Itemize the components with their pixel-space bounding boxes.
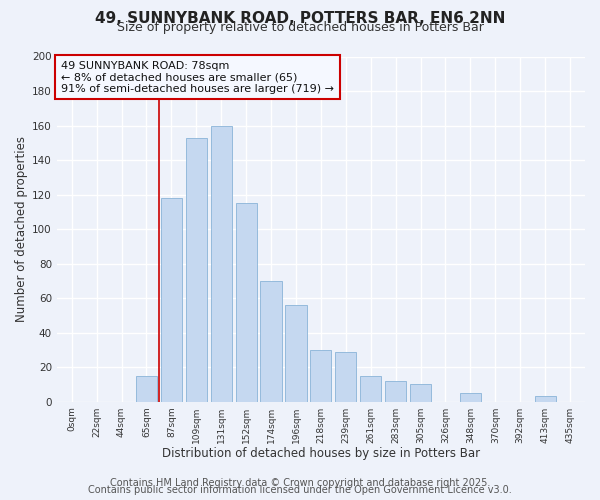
Bar — [460, 393, 481, 402]
Bar — [385, 381, 406, 402]
Text: Contains public sector information licensed under the Open Government Licence v3: Contains public sector information licen… — [88, 485, 512, 495]
Bar — [236, 203, 257, 402]
Bar — [310, 350, 331, 402]
Bar — [335, 352, 356, 402]
Bar — [535, 396, 556, 402]
Bar — [286, 305, 307, 402]
Bar — [360, 376, 382, 402]
Bar — [136, 376, 157, 402]
Bar — [211, 126, 232, 402]
Text: 49, SUNNYBANK ROAD, POTTERS BAR, EN6 2NN: 49, SUNNYBANK ROAD, POTTERS BAR, EN6 2NN — [95, 11, 505, 26]
Bar — [260, 281, 281, 402]
Y-axis label: Number of detached properties: Number of detached properties — [15, 136, 28, 322]
Bar — [410, 384, 431, 402]
Text: Size of property relative to detached houses in Potters Bar: Size of property relative to detached ho… — [116, 21, 484, 34]
Text: Contains HM Land Registry data © Crown copyright and database right 2025.: Contains HM Land Registry data © Crown c… — [110, 478, 490, 488]
Text: 49 SUNNYBANK ROAD: 78sqm
← 8% of detached houses are smaller (65)
91% of semi-de: 49 SUNNYBANK ROAD: 78sqm ← 8% of detache… — [61, 60, 334, 94]
X-axis label: Distribution of detached houses by size in Potters Bar: Distribution of detached houses by size … — [162, 447, 480, 460]
Bar — [186, 138, 207, 402]
Bar — [161, 198, 182, 402]
